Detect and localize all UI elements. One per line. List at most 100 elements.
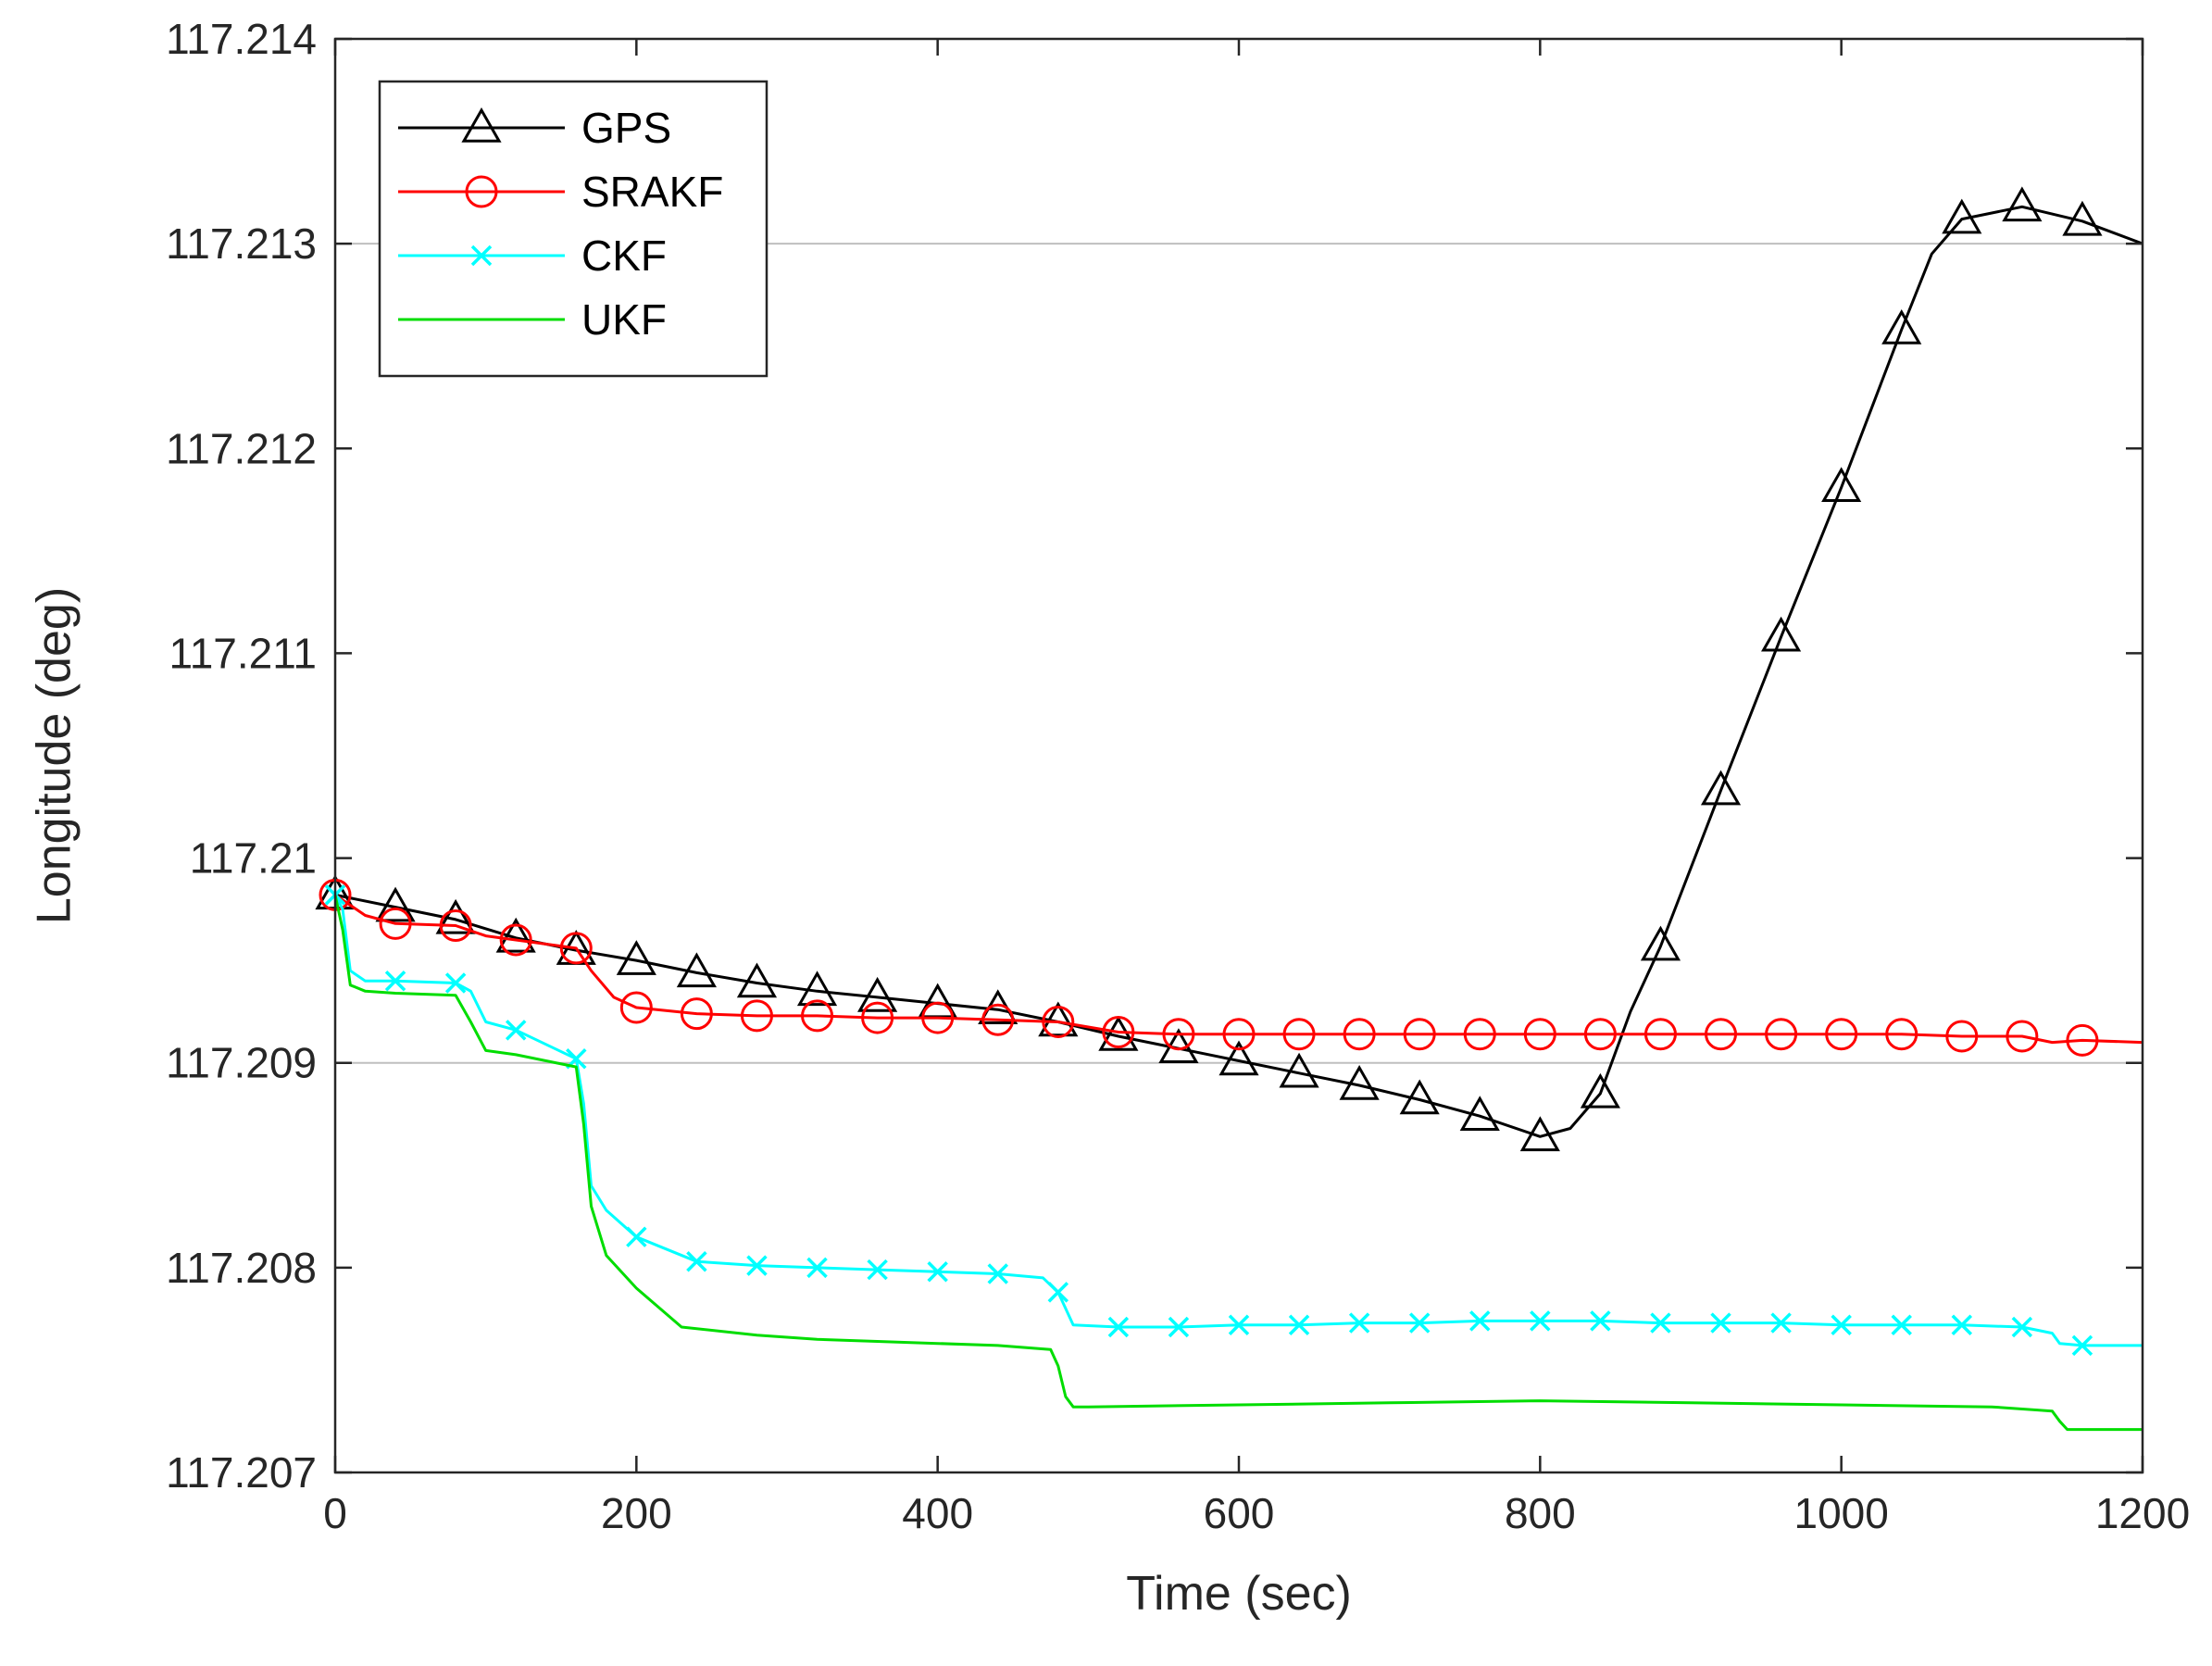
data-point-srakf <box>1162 1018 1195 1051</box>
data-point-gps <box>676 952 717 988</box>
y-tick-label: 117.21 <box>190 834 317 883</box>
data-point-srakf <box>1463 1018 1496 1051</box>
data-point-gps <box>1640 925 1681 961</box>
data-point-ckf <box>1408 1312 1431 1334</box>
data-point-gps <box>796 971 838 1007</box>
series-line-ukf <box>333 895 2143 1432</box>
data-point-ckf <box>1288 1314 1310 1336</box>
data-point-gps <box>1580 1072 1620 1109</box>
data-point-srakf <box>559 932 593 965</box>
data-point-gps <box>1881 308 1922 344</box>
data-point-gps <box>736 962 778 998</box>
data-point-gps <box>1218 1040 1259 1076</box>
data-point-gps <box>435 898 476 934</box>
legend-label: SRAKF <box>581 168 723 216</box>
data-point-gps <box>1279 1052 1319 1088</box>
data-point-srakf <box>921 1001 955 1034</box>
data-point-ckf <box>806 1257 828 1279</box>
y-axis-label: Longitude (deg) <box>28 587 81 924</box>
legend-label: CKF <box>581 232 667 280</box>
y-tick-labels: 117.207 117.208 117.209 117.21 117.211 117.21… <box>166 15 317 1497</box>
data-point-srakf <box>1403 1018 1436 1051</box>
legend-label: GPS <box>581 104 671 152</box>
data-point-srakf <box>1042 1005 1075 1038</box>
data-point-srakf <box>1765 1018 1798 1051</box>
data-point-srakf <box>981 1003 1015 1036</box>
data-point-gps <box>1038 1001 1079 1037</box>
data-point-gps <box>375 886 416 922</box>
data-point-gps <box>2002 186 2043 222</box>
legend-marker <box>465 175 498 208</box>
series-layer <box>315 186 2143 1432</box>
y-tick-label: 117.213 <box>166 219 317 268</box>
y-tick-label: 117.209 <box>166 1039 317 1087</box>
data-point-ckf <box>1831 1314 1852 1336</box>
data-point-gps <box>1942 198 1982 234</box>
data-point-gps <box>1098 1015 1139 1051</box>
y-tick-label: 117.208 <box>166 1244 317 1292</box>
data-point-srakf <box>439 909 472 943</box>
data-point-gps <box>1339 1065 1380 1100</box>
data-point-ckf <box>927 1261 948 1283</box>
data-point-srakf <box>1523 1018 1556 1051</box>
data-point-srakf <box>1102 1016 1135 1049</box>
data-point-srakf <box>740 999 773 1033</box>
series-srakf <box>319 878 2143 1057</box>
data-point-srakf <box>1222 1018 1256 1051</box>
x-tick-label: 200 <box>601 1489 672 1537</box>
legend: GPS SRAKF CKF UKF <box>378 80 769 378</box>
data-point-srakf <box>1945 1020 1979 1053</box>
data-point-ckf <box>1530 1310 1551 1332</box>
data-point-ckf <box>746 1255 768 1276</box>
data-point-srakf <box>1643 1018 1677 1051</box>
data-point-ckf <box>686 1250 707 1272</box>
legend-item-srakf: SRAKF <box>398 168 723 216</box>
x-tick-label: 600 <box>1204 1489 1275 1537</box>
data-point-srakf <box>1583 1018 1617 1051</box>
data-point-ckf <box>1047 1282 1069 1303</box>
data-point-ckf <box>1168 1316 1190 1338</box>
data-point-srakf <box>1343 1018 1376 1051</box>
data-point-srakf <box>379 907 412 940</box>
axis-ticks <box>333 37 2144 1474</box>
series-line-gps <box>334 205 2143 1138</box>
data-point-gps <box>857 976 898 1012</box>
data-point-gps <box>1459 1096 1500 1131</box>
data-point-srakf <box>1705 1018 1738 1051</box>
data-point-gps <box>1519 1116 1560 1152</box>
series-ckf <box>324 884 2143 1357</box>
legend-item-ckf: CKF <box>398 232 667 280</box>
data-point-ckf <box>444 972 467 994</box>
data-point-ckf <box>1891 1314 1912 1336</box>
data-point-ckf <box>1107 1316 1130 1338</box>
data-point-srakf <box>801 999 834 1033</box>
x-axis-label: Time (sec) <box>1126 1567 1352 1621</box>
legend-marker <box>470 244 493 267</box>
data-point-ckf <box>626 1226 647 1247</box>
data-point-ckf <box>1650 1312 1671 1334</box>
data-point-srakf <box>2006 1020 2039 1053</box>
data-point-gps <box>1399 1079 1440 1115</box>
data-point-srakf <box>2066 1023 2099 1057</box>
data-point-ckf <box>2071 1334 2093 1357</box>
data-point-ckf <box>1710 1312 1731 1334</box>
series-ukf <box>333 895 2143 1432</box>
data-point-ckf <box>987 1263 1008 1284</box>
x-tick-label: 1200 <box>2095 1489 2190 1537</box>
data-point-srakf <box>1282 1018 1316 1051</box>
data-point-srakf <box>861 1001 894 1034</box>
y-tick-label: 117.207 <box>166 1448 317 1497</box>
data-point-srakf <box>1825 1018 1858 1051</box>
legend-item-ukf: UKF <box>398 295 667 344</box>
data-point-ckf <box>2011 1316 2033 1338</box>
data-point-ckf <box>1228 1314 1250 1336</box>
data-point-ckf <box>867 1259 888 1281</box>
data-point-gps <box>1821 467 1862 503</box>
x-tick-labels: 0 200 400 600 800 1000 1200 <box>323 1489 2190 1537</box>
legend-label: UKF <box>581 295 667 344</box>
data-point-gps <box>1700 770 1742 806</box>
data-point-srakf <box>680 997 713 1031</box>
x-tick-label: 0 <box>323 1489 347 1537</box>
